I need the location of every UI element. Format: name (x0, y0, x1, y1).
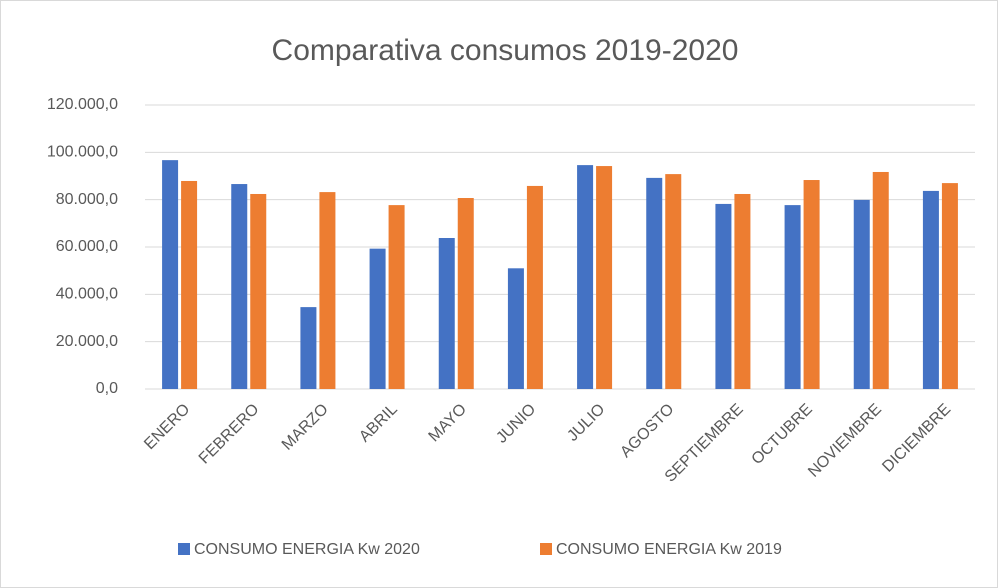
bar (231, 184, 248, 389)
bar (181, 180, 198, 389)
bar (734, 193, 751, 389)
y-tick-label: 120.000,0 (47, 96, 118, 113)
bar (300, 307, 317, 389)
y-tick-label: 0,0 (96, 380, 118, 397)
bar (941, 183, 958, 389)
bar (872, 171, 889, 389)
bar (162, 160, 179, 389)
y-tick-label: 100.000,0 (47, 144, 118, 161)
legend-swatch (540, 543, 552, 555)
bar (922, 190, 939, 389)
chart-title: Comparativa consumos 2019-2020 (272, 34, 739, 67)
bar (507, 268, 524, 389)
bar (319, 192, 336, 389)
bar (369, 248, 386, 389)
bar (596, 166, 613, 389)
bar (577, 165, 594, 389)
bar (526, 185, 543, 389)
bar (784, 205, 801, 389)
bar (715, 203, 732, 389)
y-tick-label: 40.000,0 (56, 286, 118, 303)
bar (457, 198, 474, 389)
legend-label: CONSUMO ENERGIA Kw 2020 (194, 541, 420, 558)
bar (853, 199, 870, 389)
legend-label: CONSUMO ENERGIA Kw 2019 (556, 541, 782, 558)
legend-swatch (178, 543, 190, 555)
bar (438, 238, 455, 389)
y-tick-label: 80.000,0 (56, 191, 118, 208)
bar (665, 174, 682, 389)
bar (250, 193, 267, 389)
bar (646, 177, 663, 389)
bar (388, 205, 405, 389)
bar (803, 180, 820, 389)
y-tick-label: 60.000,0 (56, 238, 118, 255)
y-tick-label: 20.000,0 (56, 333, 118, 350)
